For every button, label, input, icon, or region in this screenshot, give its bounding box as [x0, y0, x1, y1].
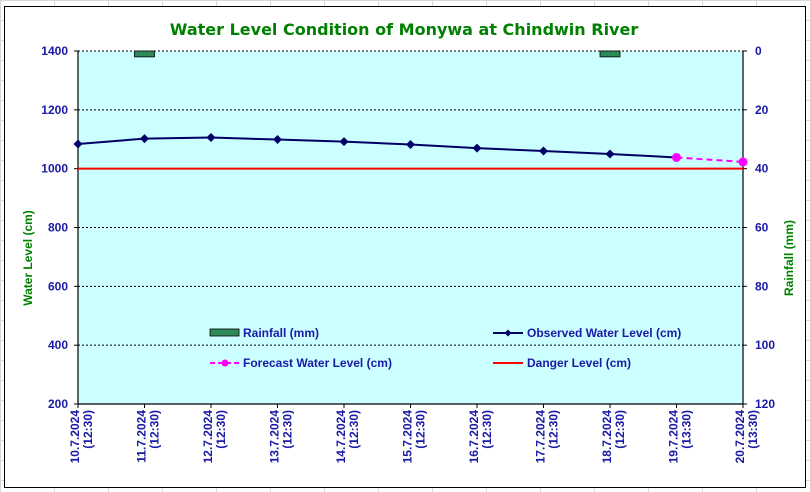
x-tick-label: 20.7.2024(13:30) — [733, 410, 760, 464]
x-tick-label: 19.7.2024(13:30) — [667, 410, 694, 464]
y2-tick-label: 100 — [755, 338, 775, 352]
y-tick-label: 800 — [48, 221, 68, 235]
y-tick-label: 400 — [48, 338, 68, 352]
chart-title: Water Level Condition of Monywa at Chind… — [170, 20, 639, 39]
legend-marker-observed — [504, 329, 512, 337]
series-lines — [73, 132, 748, 170]
x-tick-date: 17.7.2024 — [534, 410, 548, 464]
x-tick-label: 11.7.2024(12:30) — [135, 410, 162, 463]
legend-marker-forecast — [221, 359, 229, 367]
y-axis-title: Water Level (cm) — [21, 210, 35, 306]
x-tick-label: 16.7.2024(12:30) — [467, 410, 494, 464]
x-tick-label: 18.7.2024(12:30) — [600, 410, 627, 464]
x-tick-time: (12:30) — [81, 410, 95, 449]
legend-label-observed: Observed Water Level (cm) — [527, 326, 681, 340]
observed-point — [206, 132, 216, 142]
y-tick-label: 1000 — [41, 162, 68, 176]
x-tick-date: 16.7.2024 — [467, 410, 481, 464]
observed-point — [339, 137, 349, 147]
observed-point — [73, 139, 83, 149]
legend-label-forecast: Forecast Water Level (cm) — [243, 356, 392, 370]
x-tick-date: 19.7.2024 — [667, 410, 681, 464]
x-tick-time: (13:30) — [680, 410, 694, 449]
y2-tick-label: 60 — [755, 221, 769, 235]
legend-label-rainfall: Rainfall (mm) — [243, 326, 319, 340]
forecast-water-level-line — [676, 156, 744, 163]
x-tick-date: 15.7.2024 — [401, 410, 415, 464]
x-tick-time: (12:30) — [347, 410, 361, 449]
rainfall-bar — [599, 50, 621, 58]
y-tick-label: 1200 — [41, 103, 68, 117]
x-tick-time: (12:30) — [214, 410, 228, 449]
y2-tick-label: 40 — [755, 162, 769, 176]
y-tick-label: 600 — [48, 279, 68, 293]
x-axis: 10.7.2024(12:30) 11.7.2024(12:30) 12.7.202… — [68, 403, 760, 464]
x-tick-date: 10.7.2024 — [68, 410, 82, 464]
y2-tick-label: 80 — [755, 279, 769, 293]
observed-point — [472, 143, 482, 153]
x-tick-label: 12.7.2024(12:30) — [201, 410, 228, 464]
legend-label-danger: Danger Level (cm) — [527, 356, 631, 370]
x-tick-label: 14.7.2024(12:30) — [334, 410, 361, 464]
x-tick-time: (12:30) — [281, 410, 295, 449]
rainfall-bars — [134, 50, 621, 58]
forecast-point — [672, 152, 681, 162]
x-tick-label: 17.7.2024(12:30) — [534, 410, 561, 464]
y2-tick-label: 0 — [755, 44, 762, 58]
observed-point — [406, 140, 415, 150]
legend-swatch-rainfall — [209, 328, 240, 337]
observed-point — [140, 134, 149, 144]
x-tick-time: (12:30) — [480, 410, 494, 449]
observed-point — [605, 149, 615, 159]
x-tick-time: (12:30) — [148, 410, 162, 449]
x-tick-time: (12:30) — [613, 410, 627, 449]
observed-point — [273, 135, 282, 145]
x-tick-label: 15.7.2024(12:30) — [401, 410, 428, 464]
y-axis-right: 0 20 40 60 80 100 120 — [742, 44, 775, 411]
y-tick-label: 200 — [48, 397, 68, 411]
observed-point — [539, 146, 548, 156]
x-tick-time: (12:30) — [547, 410, 561, 449]
x-tick-date: 12.7.2024 — [201, 410, 215, 464]
y-axis-left: 1400 1200 1000 800 600 400 200 — [41, 44, 79, 411]
x-tick-date: 13.7.2024 — [268, 410, 282, 464]
y2-tick-label: 20 — [755, 103, 769, 117]
x-tick-time: (12:30) — [414, 410, 428, 449]
y2-axis-title: Rainfall (mm) — [782, 220, 796, 296]
x-tick-date: 11.7.2024 — [135, 410, 149, 463]
x-tick-label: 10.7.2024(12:30) — [68, 410, 95, 464]
legend: Rainfall (mm) Observed Water Level (cm) Fo… — [209, 326, 681, 370]
x-tick-label: 13.7.2024(12:30) — [268, 410, 295, 464]
x-tick-date: 18.7.2024 — [600, 410, 614, 464]
y2-tick-label: 120 — [755, 397, 775, 411]
rainfall-bar — [134, 50, 155, 58]
observed-water-level-line — [77, 136, 677, 159]
x-tick-date: 14.7.2024 — [334, 410, 348, 464]
x-tick-date: 20.7.2024 — [733, 410, 747, 464]
x-tick-time: (13:30) — [746, 410, 760, 449]
y-tick-label: 1400 — [41, 44, 68, 58]
forecast-point — [738, 157, 748, 167]
